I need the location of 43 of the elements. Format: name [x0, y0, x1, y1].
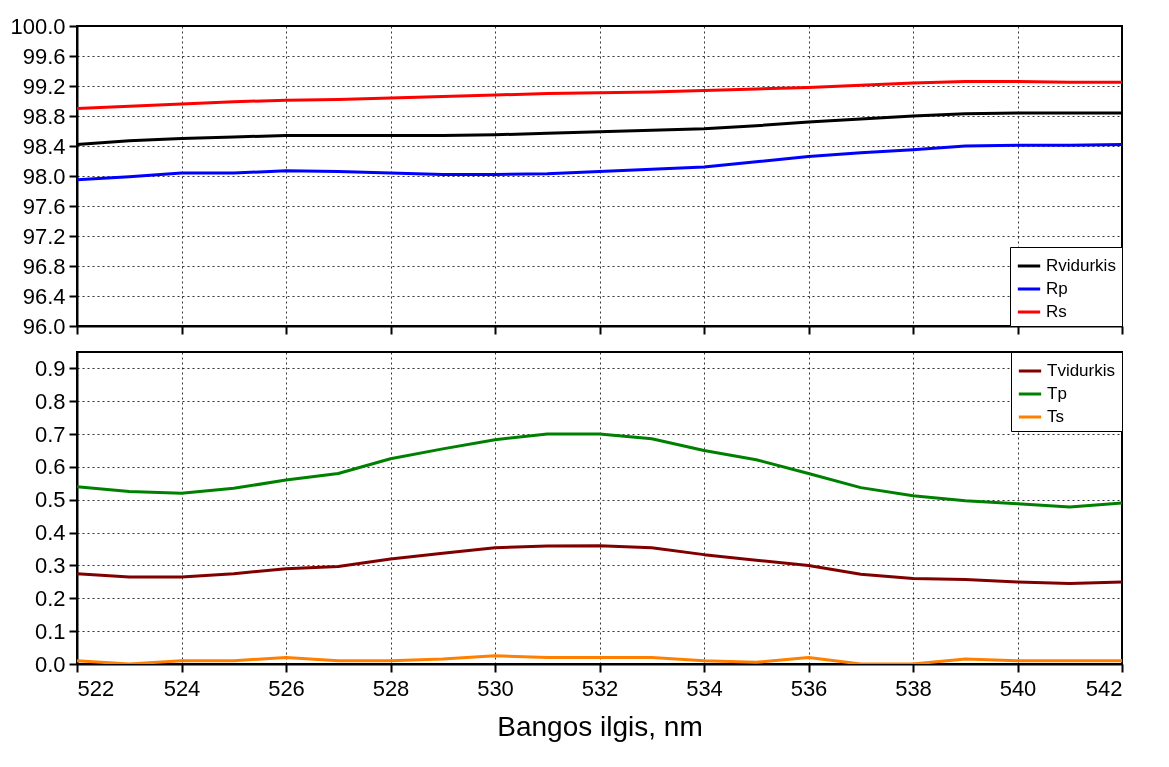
y-tick-label: 98.4 — [22, 133, 66, 159]
x-tick-label: 528 — [372, 675, 410, 701]
legend-label: Tp — [1047, 384, 1067, 403]
x-axis-title: Bangos ilgis, nm — [497, 710, 703, 742]
y-tick-label: 0.6 — [34, 454, 66, 480]
y-tick-label: 97.6 — [22, 193, 66, 219]
y-tick-label: 0.7 — [34, 421, 66, 447]
y-tick-label: 96.8 — [22, 253, 66, 279]
y-tick-label: 0.8 — [34, 388, 66, 414]
y-tick-label: 0.4 — [34, 520, 66, 546]
y-tick-label: 98.0 — [22, 163, 66, 189]
y-tick-label: 0.3 — [34, 552, 66, 578]
y-tick-label: 0.9 — [34, 355, 66, 381]
y-tick-label: 98.8 — [22, 103, 66, 129]
line-series — [77, 432, 1122, 509]
legend-label: Rp — [1046, 279, 1068, 298]
legend-label: Rvidurkis — [1046, 256, 1116, 275]
y-tick-label: 100.0 — [10, 13, 66, 39]
y-tick-label: 96.4 — [22, 283, 66, 309]
x-tick-label: 524 — [163, 675, 201, 701]
x-tick-label: 540 — [999, 675, 1037, 701]
x-tick-label: 532 — [581, 675, 619, 701]
x-tick-label: 538 — [895, 675, 932, 701]
y-tick-label: 99.2 — [22, 73, 66, 99]
legend-label: Rs — [1046, 302, 1067, 321]
y-tick-label: 0.5 — [34, 487, 66, 513]
y-tick-label: 96.0 — [22, 313, 66, 339]
line-series — [77, 544, 1122, 586]
line-series — [77, 143, 1122, 182]
y-tick-label: 0.0 — [34, 651, 66, 677]
x-tick-label: 530 — [477, 675, 514, 701]
legend-label: Tvidurkis — [1047, 361, 1116, 380]
y-tick-label: 97.2 — [22, 223, 66, 249]
line-series — [77, 80, 1122, 110]
x-tick-label: 536 — [790, 675, 828, 701]
legend-label: Ts — [1047, 407, 1064, 426]
y-tick-label: 0.1 — [34, 618, 66, 644]
x-tick-label: 522 — [77, 675, 115, 701]
x-tick-label: 534 — [686, 675, 723, 701]
x-tick-label: 526 — [268, 675, 305, 701]
x-tick-label: 542 — [1085, 675, 1123, 701]
y-tick-label: 0.2 — [34, 585, 66, 611]
y-tick-label: 99.6 — [22, 43, 66, 69]
